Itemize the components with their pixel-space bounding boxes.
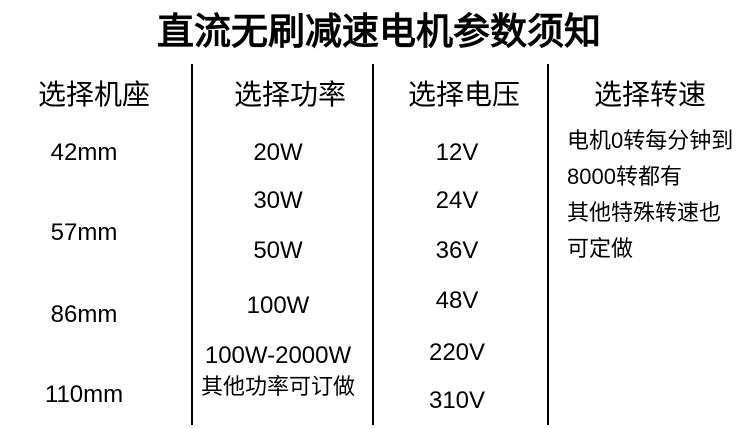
frame-size-option: 42mm <box>50 139 118 166</box>
power-custom-note: 其他功率可订做 <box>200 374 355 399</box>
speed-note-line-4: 可定做 <box>567 236 634 261</box>
voltage-option: 310V <box>428 387 486 414</box>
frame-size-option: 110mm <box>44 381 124 408</box>
column-divider-1 <box>191 64 193 425</box>
power-option: 30W <box>253 187 303 214</box>
speed-note-line-1: 电机0转每分钟到 <box>567 128 734 153</box>
frame-size-option: 86mm <box>50 301 118 328</box>
voltage-option: 48V <box>435 287 479 314</box>
speed-note: 电机0转每分钟到 8000转都有 其他特殊转速也 可定做 <box>567 123 747 267</box>
voltage-option: 36V <box>435 237 479 264</box>
voltage-option: 24V <box>435 187 479 214</box>
power-option: 100W <box>246 292 310 319</box>
column-header-voltage: 选择电压 <box>407 79 520 110</box>
column-header-frame-size: 选择机座 <box>37 79 150 110</box>
column-header-speed: 选择转速 <box>593 79 706 110</box>
column-divider-3 <box>547 64 549 425</box>
power-option: 50W <box>253 237 303 264</box>
power-option: 100W-2000W <box>204 342 352 369</box>
voltage-option: 220V <box>428 339 486 366</box>
frame-size-option: 57mm <box>50 219 118 246</box>
column-header-power: 选择功率 <box>233 79 346 110</box>
voltage-option: 12V <box>435 139 479 166</box>
page-title: 直流无刷减速电机参数须知 <box>157 11 601 52</box>
speed-note-line-3: 其他特殊转速也 <box>567 200 722 225</box>
speed-note-line-2: 8000转都有 <box>567 164 682 189</box>
column-divider-2 <box>372 64 374 425</box>
power-option: 20W <box>253 139 303 166</box>
